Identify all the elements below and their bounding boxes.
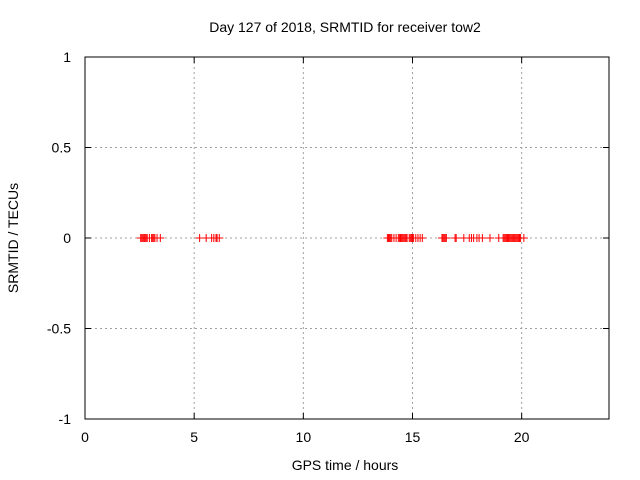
x-tick-label: 0 [81, 429, 89, 445]
x-tick-label: 20 [514, 429, 530, 445]
y-tick-label: 0.5 [52, 140, 72, 156]
data-point [452, 234, 461, 242]
data-point [442, 234, 451, 242]
y-tick-label: 1 [63, 49, 71, 65]
x-tick-label: 5 [190, 429, 198, 445]
y-tick-label: -0.5 [47, 321, 71, 337]
data-point [418, 234, 427, 242]
x-tick-label: 15 [405, 429, 421, 445]
data-point [486, 234, 495, 242]
data-point [215, 234, 224, 242]
x-tick-labels: 0 5 10 15 20 [81, 429, 530, 445]
data-point [519, 234, 528, 242]
y-tick-labels: 1 0.5 0 -0.5 -1 [47, 49, 71, 427]
axis-ticks [84, 56, 609, 420]
y-axis-label: SRMTID / TECUs [5, 183, 21, 293]
x-axis-label: GPS time / hours [292, 457, 399, 473]
data-point [156, 234, 165, 242]
data-points [136, 234, 528, 242]
x-tick-label: 10 [296, 429, 312, 445]
chart-title: Day 127 of 2018, SRMTID for receiver tow… [209, 19, 481, 35]
y-tick-label: -1 [59, 411, 72, 427]
data-point [478, 234, 487, 242]
y-tick-label: 0 [63, 230, 71, 246]
